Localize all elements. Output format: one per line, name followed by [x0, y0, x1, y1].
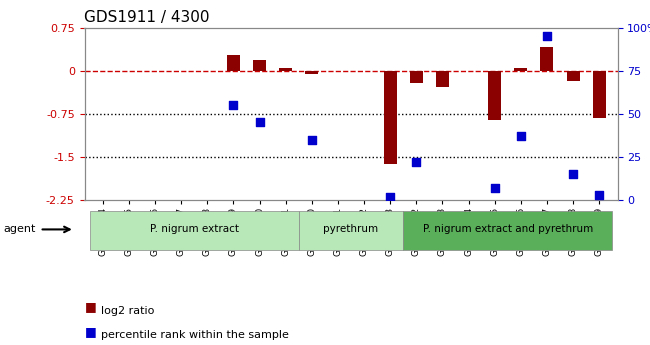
Bar [567, 71, 580, 81]
Bar [410, 71, 423, 83]
FancyBboxPatch shape [403, 211, 612, 250]
Point [568, 171, 578, 177]
Point [515, 134, 526, 139]
Bar [514, 68, 527, 71]
Point [411, 159, 421, 165]
Text: GDS1911 / 4300: GDS1911 / 4300 [84, 10, 210, 25]
Point [307, 137, 317, 142]
Point [385, 194, 395, 199]
Bar [593, 71, 606, 118]
Text: ■: ■ [84, 325, 96, 338]
Point [594, 192, 604, 198]
FancyBboxPatch shape [90, 211, 299, 250]
Bar [384, 71, 396, 164]
Text: P. nigrum extract: P. nigrum extract [150, 224, 239, 234]
Point [489, 185, 500, 191]
Bar [227, 55, 240, 71]
Text: P. nigrum extract and pyrethrum: P. nigrum extract and pyrethrum [422, 224, 593, 234]
Bar [488, 71, 501, 120]
Text: pyrethrum: pyrethrum [324, 224, 378, 234]
FancyBboxPatch shape [299, 211, 403, 250]
Point [254, 120, 265, 125]
Text: percentile rank within the sample: percentile rank within the sample [101, 330, 289, 339]
Text: log2 ratio: log2 ratio [101, 306, 154, 315]
Bar [436, 71, 449, 87]
Point [228, 102, 239, 108]
Text: ■: ■ [84, 300, 96, 314]
Bar [253, 60, 266, 71]
Bar [306, 71, 318, 73]
Point [541, 33, 552, 39]
Text: agent: agent [3, 225, 36, 234]
Bar [540, 47, 554, 71]
Bar [279, 68, 293, 71]
